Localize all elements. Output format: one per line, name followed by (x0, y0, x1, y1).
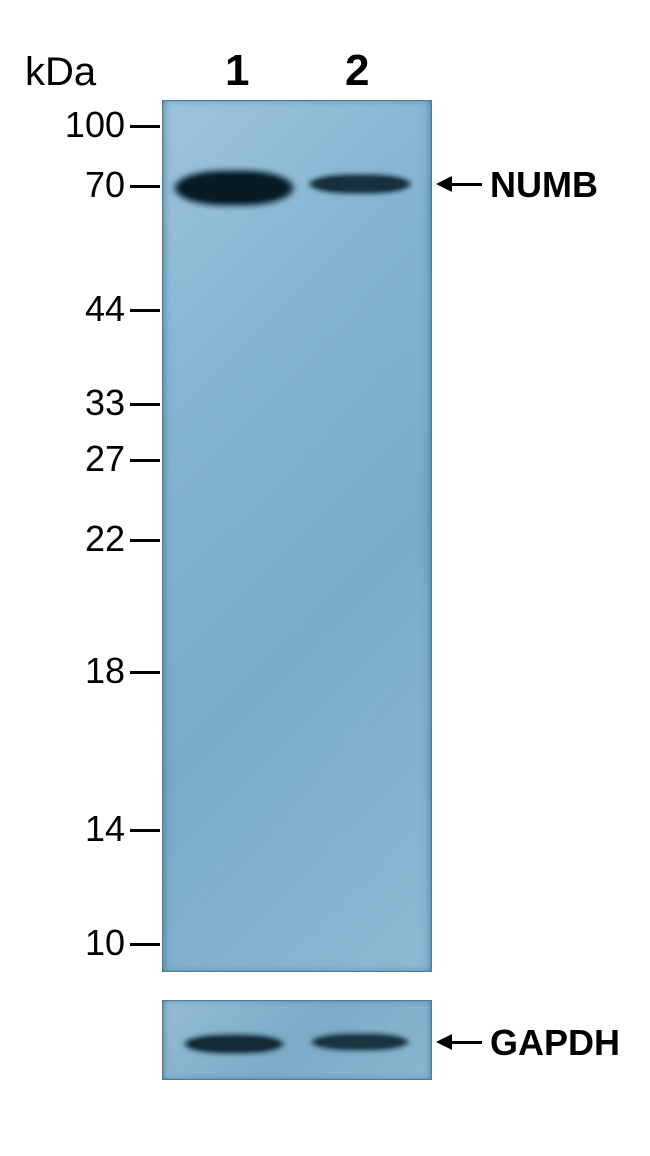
numb-arrow-icon (436, 176, 452, 192)
marker-label-10: 10 (85, 922, 125, 964)
marker-label-33: 33 (85, 382, 125, 424)
lane-2-label: 2 (345, 46, 369, 96)
marker-tick (130, 309, 160, 312)
marker-tick (130, 459, 160, 462)
kda-axis-label: kDa (25, 50, 96, 95)
gapdh-arrow-icon (436, 1034, 452, 1050)
marker-label-44: 44 (85, 288, 125, 330)
marker-label-70: 70 (85, 164, 125, 206)
marker-label-18: 18 (85, 650, 125, 692)
marker-tick (130, 943, 160, 946)
marker-label-100: 100 (65, 104, 125, 146)
gapdh-blot-membrane (162, 1000, 432, 1080)
lane-1-label: 1 (225, 46, 249, 96)
marker-label-22: 22 (85, 518, 125, 560)
gapdh-arrow-line (452, 1041, 482, 1044)
main-blot-membrane (162, 100, 432, 972)
figure-root: kDa 1 2 NUMB GAPDH 100 70 44 33 27 22 18 14 10 (0, 0, 650, 1156)
marker-label-27: 27 (85, 438, 125, 480)
marker-tick (130, 539, 160, 542)
marker-tick (130, 185, 160, 188)
marker-tick (130, 403, 160, 406)
marker-tick (130, 125, 160, 128)
film-texture (162, 100, 432, 972)
marker-label-14: 14 (85, 808, 125, 850)
numb-arrow-line (452, 183, 482, 186)
marker-tick (130, 671, 160, 674)
band (316, 1036, 404, 1048)
gapdh-protein-label: GAPDH (490, 1022, 620, 1064)
numb-protein-label: NUMB (490, 164, 598, 206)
marker-tick (130, 829, 160, 832)
band (189, 1037, 279, 1051)
band (180, 174, 288, 202)
band (314, 177, 406, 191)
